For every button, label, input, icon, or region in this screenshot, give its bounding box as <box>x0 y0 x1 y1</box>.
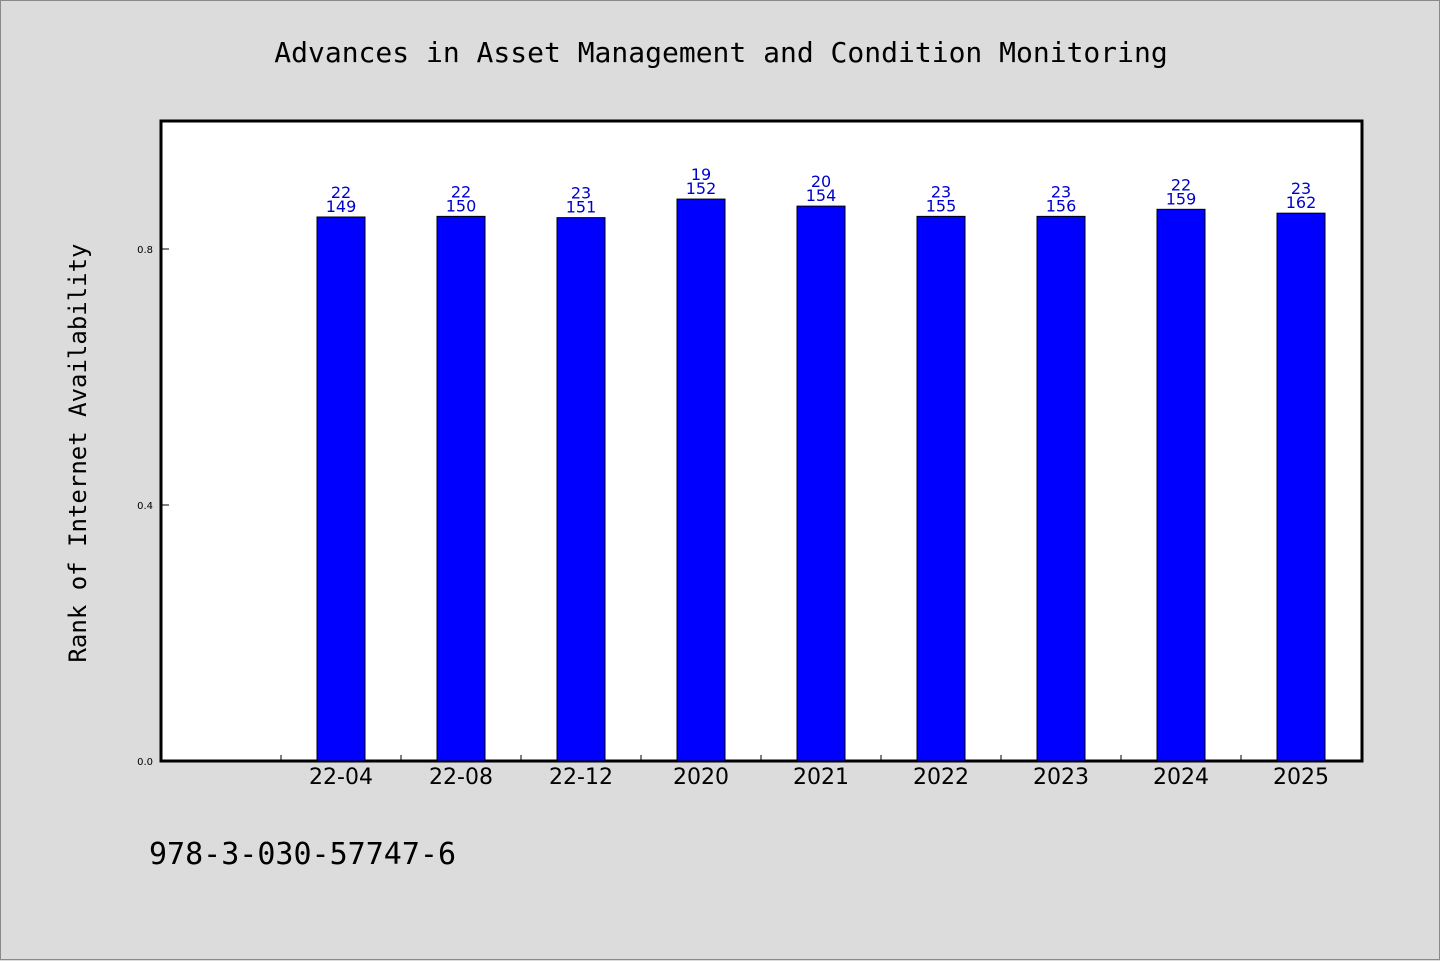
data-label-top: 23 <box>1051 182 1071 201</box>
data-label-top: 23 <box>931 182 951 201</box>
data-label-bottom: 152 <box>686 179 717 198</box>
y-tick-label: 0.0 <box>137 757 153 768</box>
x-tick-label: 2023 <box>1033 765 1089 790</box>
x-tick-label: 22-04 <box>309 765 373 790</box>
bar <box>916 215 966 762</box>
bar <box>556 217 606 762</box>
bar <box>1036 215 1086 762</box>
x-tick-label: 22-08 <box>429 765 493 790</box>
data-label-top: 20 <box>811 172 831 191</box>
x-tick-label: 22-12 <box>549 765 613 790</box>
isbn-footer: 978-3-030-57747-6 <box>149 837 456 872</box>
data-label-bottom: 155 <box>926 196 957 215</box>
data-label-bottom: 150 <box>446 196 477 215</box>
data-label-bottom: 149 <box>326 197 357 216</box>
bar <box>796 205 846 762</box>
bar <box>436 215 486 762</box>
data-label-bottom: 154 <box>806 186 837 205</box>
chart-title: Advances in Asset Management and Conditi… <box>274 36 1167 69</box>
data-label-top: 22 <box>331 183 351 202</box>
data-label-bottom: 151 <box>566 198 597 217</box>
x-axis-ticks: 22-04 22-08 22-12 2020 2021 2022 2023 2024 2025 <box>280 755 1362 790</box>
bar <box>316 216 366 762</box>
x-tick-label: 2022 <box>913 765 969 790</box>
bar-series <box>316 198 1326 762</box>
bar <box>676 198 726 762</box>
y-tick-label: 0.8 <box>137 245 153 256</box>
data-label-bottom: 162 <box>1286 193 1317 212</box>
x-tick-label: 2021 <box>793 765 849 790</box>
x-tick-label: 2020 <box>673 765 729 790</box>
y-axis-label: Rank of Internet Availability <box>64 243 92 662</box>
data-label-top: 23 <box>1291 179 1311 198</box>
data-label-top: 23 <box>571 184 591 203</box>
y-tick-label: 0.4 <box>137 501 153 512</box>
x-tick-label: 2025 <box>1273 765 1329 790</box>
data-label-top: 22 <box>1171 175 1191 194</box>
data-label-bottom: 159 <box>1166 189 1197 208</box>
data-label-top: 19 <box>691 165 711 184</box>
y-axis-ticks: 0.0 0.4 0.8 <box>137 245 169 768</box>
data-label-top: 22 <box>451 182 471 201</box>
x-tick-label: 2024 <box>1153 765 1209 790</box>
data-label-bottom: 156 <box>1046 196 1077 215</box>
bar <box>1156 208 1206 762</box>
bar <box>1276 212 1326 762</box>
